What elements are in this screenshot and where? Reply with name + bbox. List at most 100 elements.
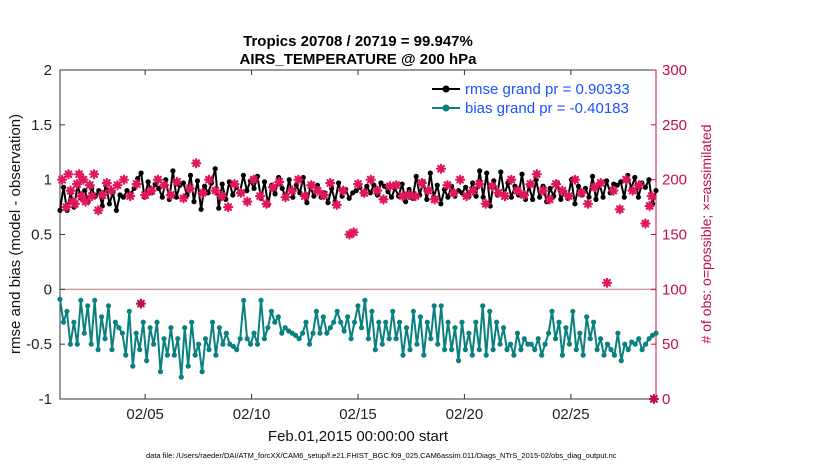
bias-point	[643, 341, 649, 347]
x-tick-label: 02/05	[126, 406, 164, 423]
bias-point	[449, 347, 455, 353]
bias-point	[178, 374, 184, 380]
bias-point	[365, 336, 371, 342]
obs-assimilated-point	[61, 202, 72, 213]
obs-assimilated-point	[80, 196, 91, 207]
obs-assimilated-point	[159, 180, 170, 191]
rmse-point	[156, 185, 162, 191]
bias-point	[549, 308, 555, 314]
rmse-point	[187, 172, 194, 178]
rmse-point	[138, 170, 144, 176]
bias-point	[334, 308, 340, 314]
bias-point	[598, 336, 604, 342]
rmse-point	[202, 183, 208, 189]
rmse-point	[230, 192, 236, 198]
bias-point	[161, 336, 167, 342]
bias-point	[81, 330, 87, 336]
rmse-point	[473, 193, 479, 199]
bias-point	[393, 336, 399, 342]
bias-point	[407, 347, 413, 353]
rmse-point	[463, 184, 469, 190]
bias-point	[60, 319, 67, 325]
rmse-point	[251, 185, 257, 191]
obs-assimilated-point	[621, 174, 632, 185]
rmse-point	[484, 170, 490, 176]
obs-assimilated-point	[582, 198, 593, 209]
bias-point	[268, 308, 274, 314]
obs-assimilated-point	[306, 180, 317, 191]
obs-assimilated-point	[378, 194, 389, 205]
rmse-point	[297, 190, 303, 196]
chart-title: Tropics 20708 / 20719 = 99.947%	[243, 33, 473, 50]
bias-point	[85, 303, 91, 309]
rmse-point	[314, 182, 320, 188]
bias-point	[313, 308, 319, 314]
obs-assimilated-point	[280, 192, 291, 203]
obs-assimilated-point	[338, 185, 349, 196]
obs-assimilated-point	[359, 187, 370, 198]
bias-point	[622, 341, 628, 347]
bias-point	[272, 319, 278, 325]
y-right-tick-label: 100	[662, 281, 687, 298]
obs-assimilated-point	[223, 202, 234, 213]
bias-point	[261, 336, 267, 342]
bias-point	[625, 347, 631, 353]
bias-point	[424, 319, 430, 325]
obs-assimilated-point	[538, 185, 549, 196]
bias-point	[164, 352, 170, 358]
bias-point	[64, 308, 70, 314]
bias-point	[442, 347, 448, 353]
bias-point	[594, 347, 600, 353]
bias-point	[417, 314, 423, 320]
rmse-point	[642, 184, 649, 190]
tick-layer: -1 -0.5 0 0.5 1 1.5 2 0 50 100 150 200 250 300 02/05 02…	[26, 62, 687, 423]
y-right-tick-label: 150	[662, 227, 687, 244]
y-tick-label: 1.5	[31, 117, 52, 134]
obs-assimilated-point	[474, 179, 485, 190]
bias-point	[601, 352, 607, 358]
rmse-point	[219, 181, 225, 187]
rmse-point	[646, 177, 652, 183]
obs-assimilated-point	[242, 196, 253, 207]
rmse-point	[512, 183, 518, 189]
obs-assimilated-point	[646, 191, 657, 202]
obs-assimilated-point	[576, 187, 587, 198]
obs-assimilated-point	[112, 180, 123, 191]
obs-assimilated-point	[589, 182, 600, 193]
obs-assimilated-point	[299, 191, 310, 202]
rmse-point	[145, 179, 151, 185]
bias-point	[71, 319, 77, 325]
rmse-point	[240, 172, 246, 178]
bias-point	[462, 347, 468, 353]
bias-point	[636, 336, 642, 342]
obs-assimilated-point	[71, 179, 83, 190]
rmse-point	[212, 166, 218, 172]
bias-point	[552, 336, 559, 342]
rmse-point	[82, 188, 88, 194]
obs-assimilated-point	[416, 177, 427, 189]
bias-point	[147, 325, 153, 331]
plot-area	[59, 69, 657, 400]
bias-point	[206, 347, 212, 353]
obs-assimilated-point	[318, 189, 329, 201]
rmse-point	[170, 168, 176, 174]
obs-assimilated-point	[165, 189, 176, 201]
obs-assimilated-point	[372, 185, 383, 196]
bias-point	[279, 330, 285, 336]
obs-assimilated-point	[493, 187, 504, 198]
x-tick-label: 02/20	[446, 406, 484, 423]
bias-point	[386, 336, 392, 342]
bias-point	[265, 325, 271, 331]
rmse-point	[413, 173, 419, 179]
bias-point	[376, 319, 382, 325]
obs-assimilated-point	[544, 194, 555, 205]
obs-assimilated-point	[506, 174, 517, 185]
bias-point	[293, 332, 299, 338]
rmse-point	[403, 199, 409, 205]
obs-assimilated-point	[106, 185, 117, 196]
obs-assimilated-point	[76, 191, 87, 202]
bias-point	[140, 319, 146, 325]
bias-point	[639, 347, 645, 353]
y-tick-label: 1	[44, 172, 52, 189]
rmse-point	[367, 190, 373, 196]
